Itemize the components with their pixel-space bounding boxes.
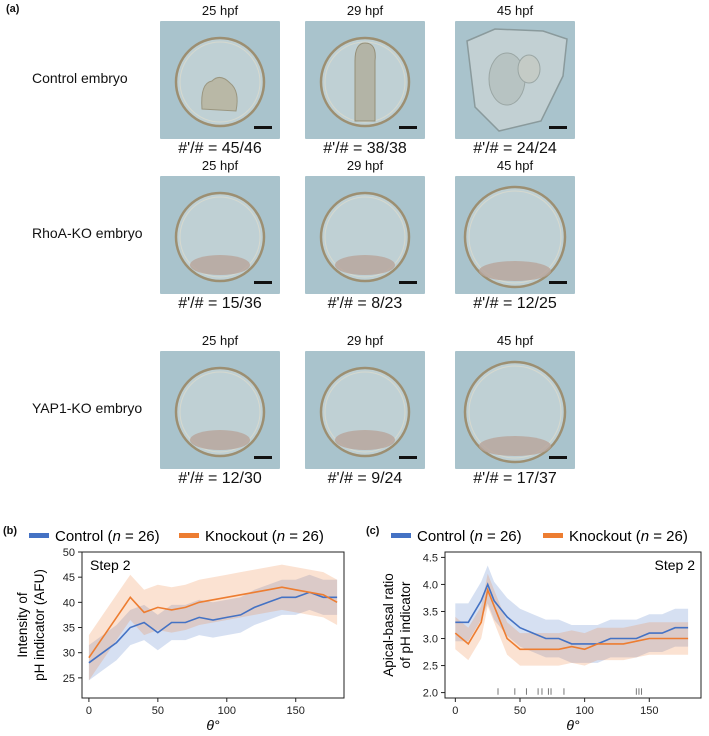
step-annotation: Step 2 [90, 557, 131, 573]
embryo-count-label: #'/# = 9/24 [327, 470, 403, 487]
y-tick-label: 25 [63, 673, 75, 685]
row-label: Control embryo [32, 70, 128, 86]
axes-frame [444, 551, 702, 699]
series-line [88, 591, 338, 664]
row-label: YAP1-KO embryo [32, 400, 143, 416]
y-tick-label: 2.0 [423, 688, 438, 700]
embryo-micrograph [455, 351, 575, 469]
embryo-count-label: #'/# = 8/23 [327, 295, 403, 312]
y-tick-label: 45 [63, 572, 75, 584]
timepoint-label: 45 hpf [496, 158, 534, 173]
x-tick-label: 50 [152, 705, 164, 717]
legend-label: Control (n = 26) [55, 528, 160, 545]
x-tick-label: 150 [287, 705, 305, 717]
legend-label: Knockout (n = 26) [569, 528, 688, 545]
embryo-micrograph [160, 351, 280, 469]
panel-a-label: (a) [6, 3, 20, 15]
y-tick-label: 4.0 [423, 579, 438, 591]
x-tick-label: 100 [218, 705, 236, 717]
embryo-count-label: #'/# = 12/25 [473, 295, 557, 312]
y-tick-label: 30 [63, 648, 75, 660]
x-axis-label: θ° [206, 717, 220, 733]
embryo-count-label: #'/# = 12/30 [178, 470, 262, 487]
legend-swatch [391, 533, 411, 538]
x-tick-label: 50 [514, 705, 526, 717]
legend-swatch [179, 533, 199, 538]
x-tick-label: 0 [452, 705, 458, 717]
y-tick-label: 2.5 [423, 661, 438, 673]
embryo-micrograph [305, 351, 425, 469]
x-tick-label: 100 [575, 705, 593, 717]
y-axis-label: of pH indicator [398, 581, 413, 669]
embryo-count-label: #'/# = 17/37 [473, 470, 557, 487]
series-confidence-band [88, 574, 338, 681]
y-axis-label: pH indicator (AFU) [32, 569, 47, 681]
timepoint-label: 29 hpf [346, 3, 384, 18]
x-tick-label: 0 [86, 705, 92, 717]
panel-b-label: (b) [3, 525, 18, 537]
y-axis-label: Apical-basal ratio [381, 573, 396, 677]
embryo-count-label: #'/# = 24/24 [473, 140, 557, 157]
y-tick-label: 3.5 [423, 606, 438, 618]
y-tick-label: 3.0 [423, 634, 438, 646]
timepoint-label: 25 hpf [201, 3, 239, 18]
chart-b: Control (n = 26) Knockout (n = 26) 0 50 100 1… [15, 528, 345, 733]
embryo-micrograph [160, 176, 280, 294]
row-label: RhoA-KO embryo [32, 225, 143, 241]
chart-c: Control (n = 26) Knockout (n = 26) 0 50 100 1… [381, 528, 702, 733]
series-line [88, 586, 338, 659]
step-annotation: Step 2 [655, 557, 696, 573]
timepoint-label: 25 hpf [201, 158, 239, 173]
timepoint-label: 45 hpf [496, 3, 534, 18]
embryo-count-label: #'/# = 45/46 [178, 140, 262, 157]
x-axis-label: θ° [566, 717, 580, 733]
series-line [455, 582, 689, 645]
y-tick-label: 4.5 [423, 552, 438, 564]
x-tick-label: 150 [640, 705, 658, 717]
embryo-micrograph [305, 21, 425, 139]
panel-c-label: (c) [366, 525, 380, 537]
y-tick-label: 40 [63, 597, 75, 609]
embryo-count-label: #'/# = 38/38 [323, 140, 407, 157]
series-confidence-band [88, 564, 338, 681]
y-axis-label: Intensity of [15, 592, 30, 658]
embryo-micrograph [455, 176, 575, 294]
timepoint-label: 29 hpf [346, 158, 384, 173]
axes-frame [81, 551, 345, 699]
timepoint-label: 25 hpf [201, 333, 239, 348]
embryo-count-label: #'/# = 15/36 [178, 295, 262, 312]
legend-swatch [29, 533, 49, 538]
timepoint-label: 45 hpf [496, 333, 534, 348]
embryo-micrograph [305, 176, 425, 294]
legend-label: Knockout (n = 26) [205, 528, 324, 545]
series-line [454, 587, 689, 651]
embryo-micrograph [160, 21, 280, 139]
legend-label: Control (n = 26) [417, 528, 522, 545]
embryo-micrograph [455, 21, 575, 139]
y-tick-label: 35 [63, 623, 75, 635]
y-tick-label: 50 [63, 547, 75, 559]
legend-swatch [543, 533, 563, 538]
timepoint-label: 29 hpf [346, 333, 384, 348]
